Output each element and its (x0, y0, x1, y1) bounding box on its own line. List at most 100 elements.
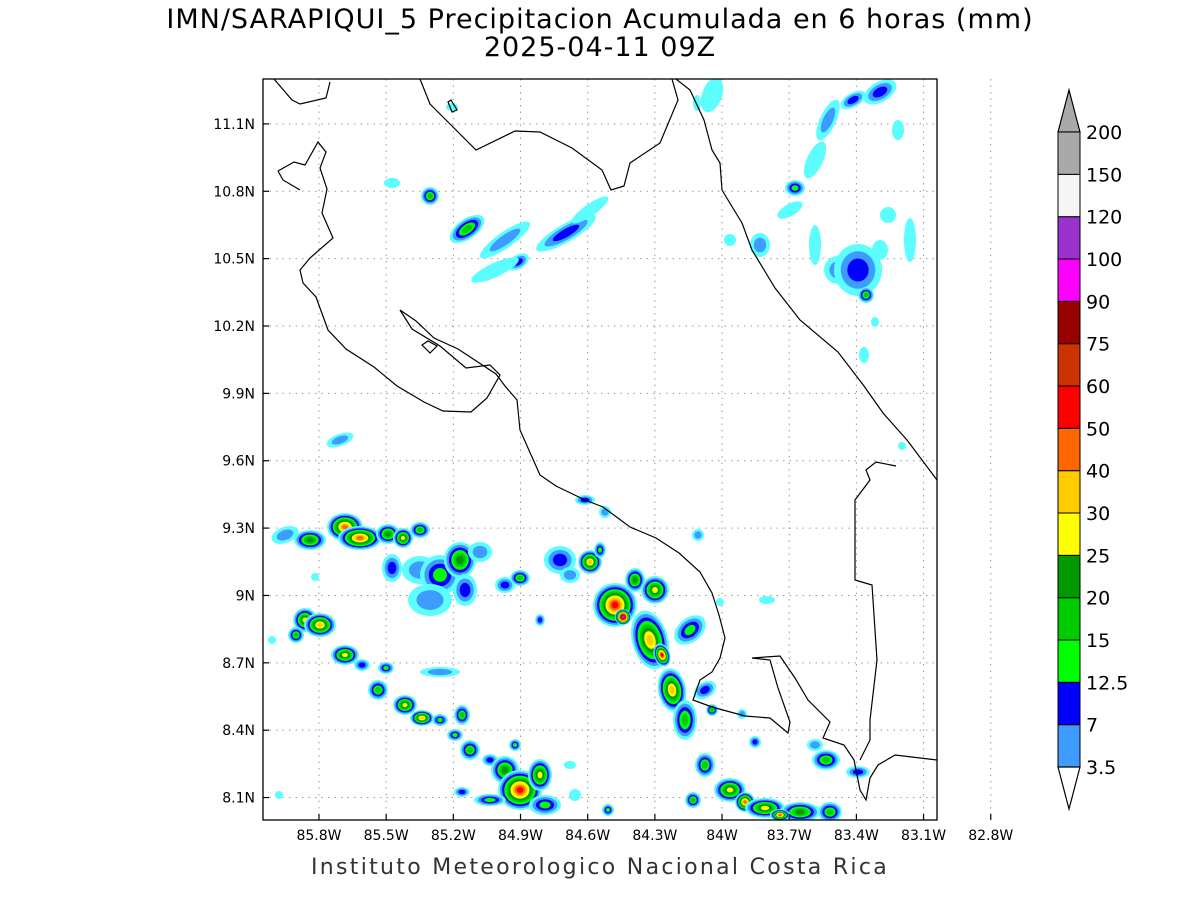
pacific-coast-north (277, 140, 937, 802)
precip-cell (685, 792, 701, 808)
precip-cell (809, 225, 821, 265)
precip-cell (304, 613, 336, 637)
precip-cell (535, 614, 545, 626)
lat-tick-label: 8.4N (222, 723, 255, 739)
lat-tick-label: 9N (236, 588, 255, 604)
precip-cell (444, 542, 476, 578)
precip-cell (880, 207, 896, 223)
colorbar-level-label: 3.5 (1086, 757, 1116, 779)
lon-tick-label: 85.5W (364, 828, 409, 844)
precip-cell (571, 196, 609, 224)
precip-cell (393, 695, 417, 715)
lon-tick-label: 82.8W (968, 828, 1013, 844)
precip-cell (408, 584, 452, 616)
precip-cell (812, 750, 840, 770)
precip-cell (468, 542, 492, 562)
lake-nicaragua-south-shore (419, 79, 679, 191)
lon-tick-label: 84.6W (565, 828, 610, 844)
lon-tick-label: 84.3W (632, 828, 677, 844)
colorbar-swatch (1057, 512, 1081, 556)
precip-cell (780, 802, 820, 820)
precip-cell (421, 187, 439, 205)
precip-cell (625, 568, 645, 592)
precip-cell (692, 529, 704, 541)
lat-tick-label: 10.5N (213, 252, 255, 268)
colorbar-level-label: 40 (1086, 461, 1110, 483)
precip-cell (382, 554, 402, 582)
precip-cell (749, 736, 761, 748)
colorbar-level-label: 75 (1086, 334, 1110, 356)
colorbar-swatch (1057, 385, 1081, 429)
precip-cell (432, 714, 448, 726)
precip-cell (528, 759, 552, 791)
precip-cell (750, 233, 770, 257)
caribbean-coast (675, 79, 937, 481)
colorbar-swatch (1057, 639, 1081, 683)
colorbar-swatch (1057, 427, 1081, 472)
precip-cell (368, 680, 388, 700)
precip-cell (871, 317, 879, 327)
lat-tick-label: 10.8N (213, 184, 255, 200)
precip-cell (578, 550, 602, 574)
precip-cell (818, 802, 842, 820)
colorbar-swatch (1057, 300, 1081, 345)
colorbar-swatch (1057, 724, 1081, 768)
colorbar-swatch (1057, 681, 1081, 726)
map-gridlines (263, 79, 992, 820)
precip-cell (271, 526, 299, 544)
precip-cell (288, 627, 304, 643)
colorbar-level-label: 12.5 (1086, 672, 1128, 694)
precip-cell (529, 795, 561, 815)
precip-cell (536, 214, 596, 252)
colorbar-swatch (1057, 216, 1081, 260)
lat-tick-label: 10.2N (213, 319, 255, 335)
colorbar-swatch (1057, 470, 1081, 514)
colorbar-swatch (1057, 173, 1081, 218)
latitude-axis: 8.1N 8.4N 8.7N 9N 9.3N 9.6N 9.9N 10.2N 10.5N 10.8… (213, 117, 269, 807)
precip-cell (858, 287, 874, 303)
precip-cell (904, 218, 916, 262)
precip-cell (474, 794, 506, 806)
colorbar-swatch (1057, 258, 1081, 302)
precip-cell (560, 567, 580, 583)
lon-tick-label: 84W (706, 828, 738, 844)
colorbar-swatch (1057, 554, 1081, 599)
lon-tick-label: 85.8W (296, 828, 341, 844)
precip-cell (454, 787, 470, 797)
precip-cell (863, 79, 897, 105)
precip-cell (770, 809, 790, 820)
precip-cell (653, 643, 671, 667)
precip-cell (745, 798, 785, 818)
precip-cell (674, 615, 706, 645)
lon-tick-label: 83.1W (901, 828, 946, 844)
precip-cell (544, 546, 576, 574)
lat-tick-label: 8.7N (222, 656, 255, 672)
precip-cell (311, 573, 319, 581)
lat-tick-label: 9.9N (222, 386, 255, 402)
colorbar-swatch (1057, 131, 1081, 175)
precip-cell (454, 705, 470, 725)
precip-cell (393, 528, 413, 548)
precip-cell (872, 240, 888, 260)
precip-field (268, 79, 916, 820)
colorbar-level-label: 25 (1086, 545, 1110, 567)
precip-cell (892, 120, 904, 140)
chart-subtitle-date: 2025-04-11 09Z (483, 32, 717, 63)
lat-tick-label: 8.1N (222, 791, 255, 807)
precip-cell (695, 753, 715, 777)
colorbar-level-label: 15 (1086, 630, 1110, 652)
colorbar-level-label: 200 (1086, 122, 1122, 144)
precip-cell (410, 710, 434, 726)
precip-cell (510, 570, 530, 586)
precip-cell (354, 659, 370, 671)
precip-cell (785, 180, 805, 196)
lon-tick-label: 83.7W (767, 828, 812, 844)
precip-cell (693, 680, 717, 700)
pacific-coast-northwest (277, 170, 301, 191)
precip-cell (453, 574, 477, 606)
colorbar-level-label: 60 (1086, 376, 1110, 398)
precip-cell (846, 766, 870, 778)
precip-cell (807, 739, 823, 751)
panama-border (854, 461, 897, 761)
